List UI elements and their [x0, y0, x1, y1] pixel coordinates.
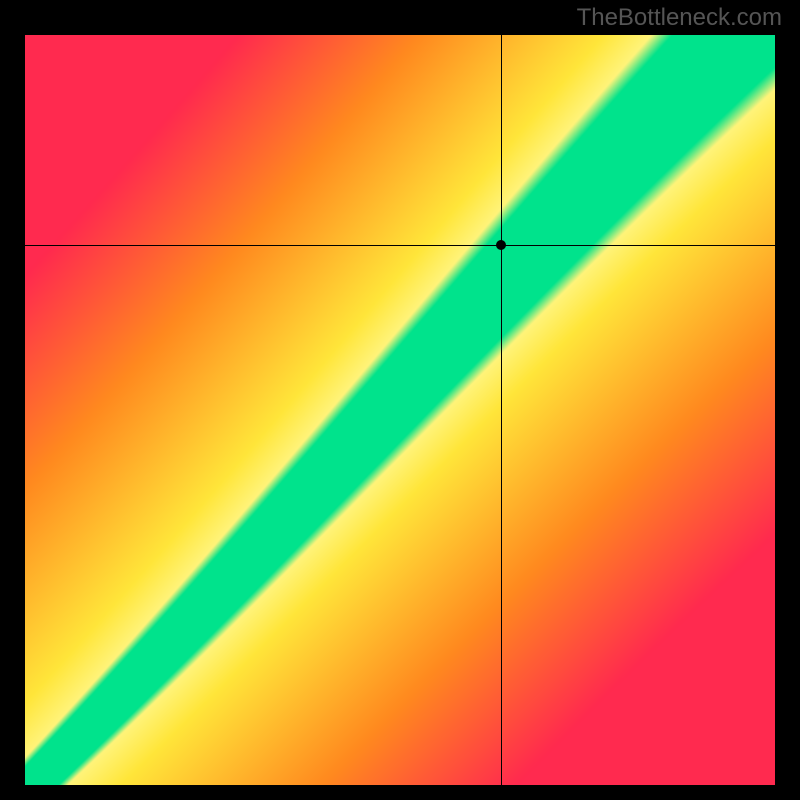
chart-container: TheBottleneck.com [0, 0, 800, 800]
heatmap-canvas [25, 35, 775, 785]
crosshair-vertical [501, 35, 502, 785]
crosshair-marker [496, 240, 506, 250]
plot-area [25, 35, 775, 785]
watermark-text: TheBottleneck.com [577, 4, 782, 32]
crosshair-horizontal [25, 245, 775, 246]
